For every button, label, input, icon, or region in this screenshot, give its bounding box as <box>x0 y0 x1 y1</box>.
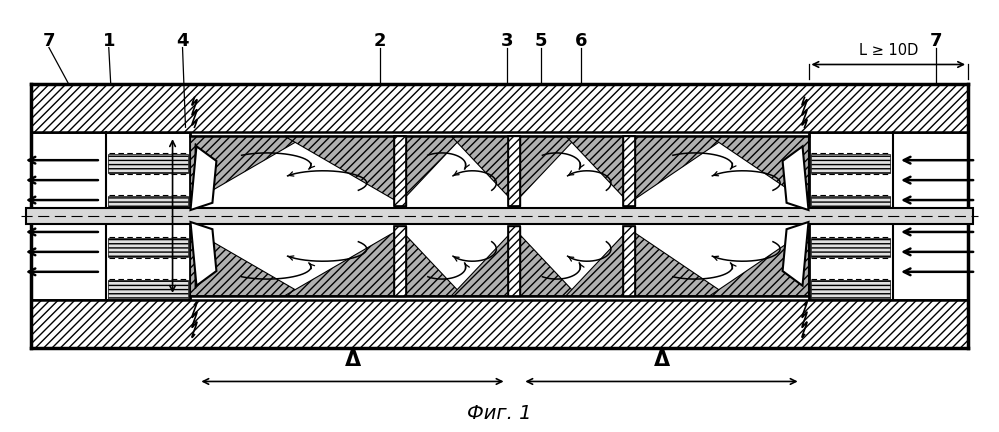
Bar <box>31 132 191 300</box>
Bar <box>108 238 188 257</box>
Bar <box>811 154 890 173</box>
Bar <box>394 226 406 296</box>
Bar <box>108 196 188 215</box>
Bar <box>31 84 968 132</box>
Text: 5: 5 <box>535 32 547 50</box>
Bar <box>31 300 968 348</box>
Bar <box>808 132 968 300</box>
Polygon shape <box>566 136 629 203</box>
Text: Δ: Δ <box>345 349 361 369</box>
Bar <box>508 226 520 296</box>
Polygon shape <box>782 222 808 286</box>
Bar <box>191 136 808 296</box>
Polygon shape <box>710 229 808 296</box>
Text: Δ: Δ <box>653 349 669 369</box>
Bar <box>394 136 406 206</box>
Polygon shape <box>285 136 400 203</box>
Bar <box>108 280 188 299</box>
Polygon shape <box>566 229 629 296</box>
Bar <box>26 208 973 224</box>
Polygon shape <box>191 146 217 210</box>
Text: 7: 7 <box>930 32 942 50</box>
Bar <box>811 238 890 257</box>
Text: Фиг. 1: Фиг. 1 <box>468 404 531 423</box>
Text: L ≥ 10D: L ≥ 10D <box>858 42 918 57</box>
Text: 7: 7 <box>43 32 55 50</box>
Polygon shape <box>452 229 514 296</box>
Bar <box>623 226 635 296</box>
Polygon shape <box>400 136 463 203</box>
Text: 2: 2 <box>374 32 387 50</box>
Text: 3: 3 <box>501 32 513 50</box>
Bar <box>811 196 890 215</box>
Text: 4: 4 <box>176 32 189 50</box>
Polygon shape <box>514 229 577 296</box>
Text: 6: 6 <box>575 32 587 50</box>
Polygon shape <box>400 229 463 296</box>
Text: D: D <box>149 207 163 225</box>
Bar <box>508 136 520 206</box>
Polygon shape <box>191 222 217 286</box>
Bar <box>508 136 520 206</box>
Polygon shape <box>191 136 306 203</box>
Polygon shape <box>629 136 727 203</box>
Bar <box>811 280 890 299</box>
Bar <box>508 226 520 296</box>
Polygon shape <box>191 229 306 296</box>
Polygon shape <box>710 136 808 203</box>
Bar <box>623 136 635 206</box>
Polygon shape <box>782 146 808 210</box>
Bar <box>394 136 406 206</box>
Bar <box>108 154 188 173</box>
Text: 1: 1 <box>103 32 115 50</box>
Polygon shape <box>514 136 577 203</box>
Polygon shape <box>629 229 727 296</box>
Bar <box>623 136 635 206</box>
Bar <box>623 226 635 296</box>
Polygon shape <box>285 229 400 296</box>
Bar <box>394 226 406 296</box>
Polygon shape <box>452 136 514 203</box>
